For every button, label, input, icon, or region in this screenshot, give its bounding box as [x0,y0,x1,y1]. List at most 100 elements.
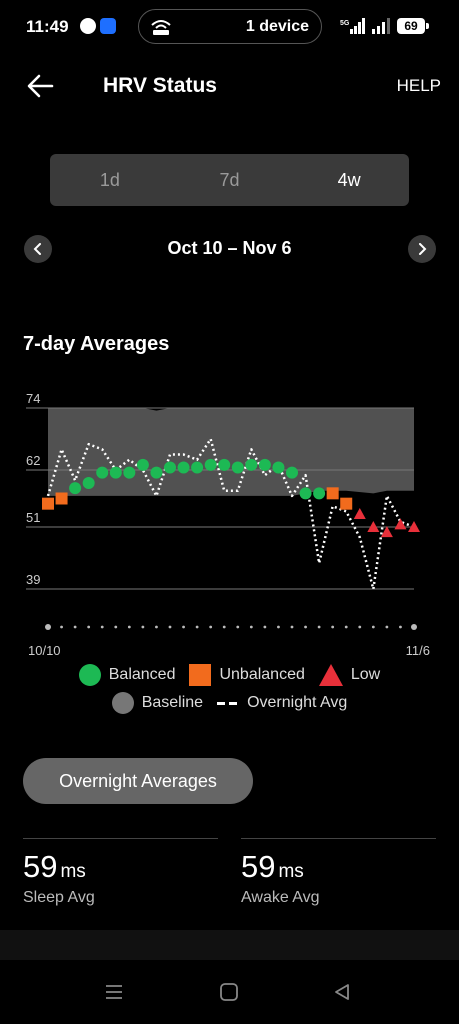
stat-unit: ms [278,861,304,882]
home-icon[interactable] [219,982,239,1002]
unbalanced-point [326,487,339,500]
x-axis-day-dot [331,625,335,629]
chevron-left-icon [33,243,41,255]
awake-avg-stat: 59 ms Awake Avg [241,838,436,907]
overnight-averages-button[interactable]: Overnight Averages [23,758,253,804]
legend-balanced: Balanced [78,664,176,686]
previous-period-button[interactable] [24,235,52,263]
stat-label: Sleep Avg [23,889,95,906]
dashed-line-icon [217,701,240,705]
x-axis-day-dot [371,625,375,629]
balanced-point [109,466,122,479]
battery-icon: 69 [397,18,429,34]
back-triangle-icon[interactable] [332,982,352,1002]
x-tick-label: 10/10 [28,643,61,658]
balanced-point [177,461,190,474]
page-title: HRV Status [103,74,217,97]
unbalanced-point [55,492,68,505]
low-point [367,520,380,532]
mail-notification-icon [100,18,116,34]
stat-value-row: 59 ms [23,849,218,885]
connected-device-pill[interactable]: 1 device [138,9,322,44]
x-axis-day-dot [249,625,253,629]
y-tick-label: 39 [26,572,40,587]
help-button[interactable]: HELP [396,76,441,95]
legend-unbalanced: Unbalanced [189,664,305,686]
x-axis-day-dot [60,625,63,629]
stat-unit: ms [60,861,86,882]
stat-value: 59 [241,849,276,884]
x-axis-day-dot [195,625,199,629]
x-axis-day-dot [222,625,226,629]
date-range-label: Oct 10 – Nov 6 [167,238,292,258]
x-axis-day-dot [358,625,362,629]
overnight-avg-line [46,437,415,591]
balanced-point [191,461,204,474]
balanced-point [231,461,244,474]
balanced-point [286,466,298,479]
x-axis-day-dot [141,625,145,629]
low-point [353,508,366,520]
balanced-point [204,458,217,471]
legend-overnight-avg: Overnight Avg [217,694,347,712]
stat-value-row: 59 ms [241,849,436,885]
tab-4w[interactable]: 4w [337,170,361,190]
x-axis-day-dot [168,625,172,629]
x-axis-day-dot [304,625,307,629]
balanced-point [82,476,95,489]
stat-value: 59 [23,849,58,884]
section-title: 7-day Averages [23,333,170,355]
status-time: 11:49 [26,17,69,36]
balanced-point [69,482,82,495]
tab-1d[interactable]: 1d [99,170,120,190]
x-tick-label: 11/6 [406,643,430,658]
menu-icon[interactable] [104,982,124,1002]
back-arrow-icon[interactable] [24,70,56,102]
legend-label: Balanced [108,666,176,683]
x-axis-day-dot [263,625,267,629]
x-axis-day-dot [209,625,213,629]
legend-label: Unbalanced [219,666,305,683]
network-type: 5G [340,20,350,27]
y-tick-label: 51 [26,510,40,525]
sleep-avg-stat: 59 ms Sleep Avg [23,838,218,907]
stat-label: Awake Avg [241,889,320,906]
scroll-content-edge [0,930,459,960]
y-tick-label: 74 [26,392,40,406]
balanced-point [313,487,326,500]
legend-row-2: Baseline Overnight Avg [0,692,459,714]
legend-label: Baseline [141,694,204,711]
legend-label: Overnight Avg [247,694,348,711]
x-axis-day-dot [73,625,77,629]
tab-7d[interactable]: 7d [219,170,240,190]
x-axis-day-dot [114,625,118,629]
low-marker-icon [318,664,343,686]
chevron-right-icon [419,243,427,255]
balanced-point [299,487,312,500]
signal-5g-icon: 5G [340,18,365,34]
x-axis-day-dot [45,624,51,630]
balanced-point [123,466,136,479]
baseline-band [48,408,414,496]
messenger-icon [80,18,96,34]
x-axis-day-dot [236,625,240,629]
balanced-point [150,466,163,479]
y-tick-label: 62 [26,453,40,468]
device-count: 1 device [245,18,309,35]
x-axis-day-dot [277,625,280,629]
signal-icon [372,18,390,34]
legend-label: Low [350,666,381,683]
low-point [394,518,407,530]
x-axis-day-dot [317,625,321,629]
legend-row-1: Balanced Unbalanced Low [0,664,459,686]
balanced-point [164,461,176,474]
balanced-point [218,458,231,471]
low-point [380,526,393,538]
balanced-point [136,458,149,471]
hotspot-icon [151,20,171,35]
low-point [408,520,420,532]
x-axis-day-dot [385,625,389,629]
next-period-button[interactable] [408,235,436,263]
range-selector: 1d 7d 4w [50,154,409,206]
system-nav-bar [0,960,459,1024]
